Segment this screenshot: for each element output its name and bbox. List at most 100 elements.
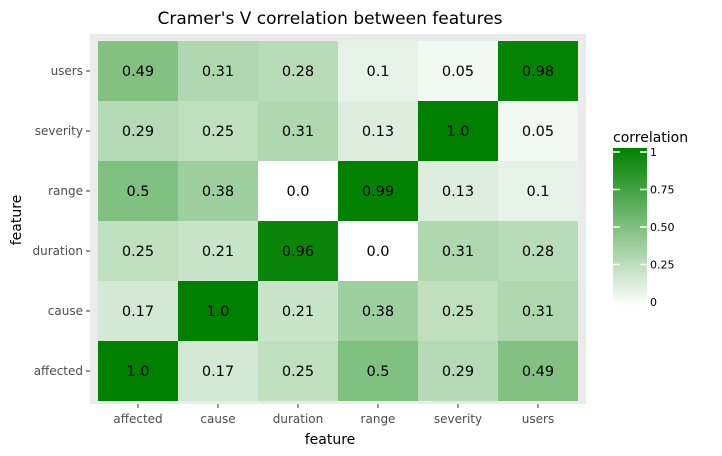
cell-value-label: 0.49 [122,64,154,80]
cell-value-label: 1.0 [126,364,149,380]
legend-title: correlation [613,130,688,146]
heatmap-cell-severity-duration [418,221,498,281]
cell-value-label: 0.98 [522,64,554,80]
heatmap-cell-affected-users [98,41,178,101]
cell-value-label: 0.96 [282,244,314,260]
legend-tick-label: 0.75 [650,184,675,197]
heatmap-cell-range-affected [338,341,418,401]
x-tick-label: range [361,412,396,426]
legend: correlation 0 0.25 0.50 0.75 1 [613,130,688,309]
cell-value-label: 0.05 [522,124,554,140]
cell-value-label: 0.5 [126,184,149,200]
heatmap-cell-affected-severity [98,101,178,161]
cell-value-label: 0.38 [202,184,234,200]
heatmap-cell-severity-cause [418,281,498,341]
cell-value-label: 0.49 [522,364,554,380]
heatmap-cell-users-affected [498,341,578,401]
cell-value-label: 0.13 [442,184,474,200]
heatmap-cell-users-cause [498,281,578,341]
heatmap-cell-range-users [338,41,418,101]
cell-value-label: 0.29 [442,364,474,380]
heatmap-cell-cause-duration [178,221,258,281]
heatmap-cell-range-range [338,161,418,221]
cell-value-label: 0.1 [526,184,549,200]
cell-value-label: 0.13 [362,124,394,140]
heatmap-cell-duration-severity [258,101,338,161]
y-axis-ticks: affected cause duration range severity users [33,64,90,378]
y-tick-label: duration [33,244,84,258]
cell-value-label: 0.31 [282,124,314,140]
cell-value-label: 0.99 [362,184,394,200]
y-tick-label: users [51,64,83,78]
cell-value-label: 0.17 [202,364,234,380]
x-tick-label: duration [273,412,324,426]
cell-value-label: 0.0 [286,184,309,200]
heatmap-cell-affected-duration [98,221,178,281]
y-tick-label: affected [34,364,83,378]
heatmap-cell-range-severity [338,101,418,161]
y-tick-label: cause [48,304,83,318]
heatmap-cells [98,41,578,401]
x-tick-label: cause [200,412,235,426]
heatmap-cell-affected-cause [98,281,178,341]
heatmap-cell-users-range [498,161,578,221]
cell-value-label: 0.25 [202,124,234,140]
heatmap-cell-users-users [498,41,578,101]
heatmap-cell-duration-range [258,161,338,221]
cell-value-label: 1.0 [206,304,229,320]
legend-tick-label: 1 [650,146,657,159]
heatmap-cell-labels: 1.0 0.17 0.25 0.5 0.29 0.49 0.17 1.0 0.21 0.38 0.2… [122,64,554,380]
y-tick-label: severity [35,124,83,138]
y-tick-label: range [48,184,83,198]
heatmap-cell-severity-range [418,161,498,221]
x-axis-ticks: affected cause duration range severity users [113,404,554,426]
heatmap-cell-duration-duration [258,221,338,281]
x-tick-label: affected [113,412,162,426]
legend-tick-label: 0.50 [650,221,675,234]
heatmap-cell-users-severity [498,101,578,161]
heatmap-cell-severity-affected [418,341,498,401]
heatmap-cell-range-cause [338,281,418,341]
heatmap-cell-duration-affected [258,341,338,401]
heatmap-cell-duration-cause [258,281,338,341]
heatmap-cell-severity-users [418,41,498,101]
heatmap-cell-range-duration [338,221,418,281]
cell-value-label: 0.17 [122,304,154,320]
legend-ticks: 0 0.25 0.50 0.75 1 [613,146,675,309]
cell-value-label: 0.28 [282,64,314,80]
cell-value-label: 0.31 [202,64,234,80]
chart-title: Cramer's V correlation between features [157,9,502,29]
cell-value-label: 0.1 [366,64,389,80]
heatmap-cell-cause-affected [178,341,258,401]
heatmap-cell-affected-range [98,161,178,221]
heatmap-cell-cause-cause [178,281,258,341]
heatmap-cell-affected-affected [98,341,178,401]
heatmap-cell-cause-users [178,41,258,101]
x-tick-label: users [522,412,554,426]
cell-value-label: 0.5 [366,364,389,380]
cell-value-label: 0.25 [122,244,154,260]
cell-value-label: 0.05 [442,64,474,80]
cell-value-label: 0.38 [362,304,394,320]
cell-value-label: 0.31 [442,244,474,260]
cell-value-label: 0.31 [522,304,554,320]
cell-value-label: 0.28 [522,244,554,260]
heatmap-cell-users-duration [498,221,578,281]
heatmap-cell-severity-severity [418,101,498,161]
cell-value-label: 0.21 [202,244,234,260]
x-tick-label: severity [434,412,482,426]
cell-value-label: 0.0 [366,244,389,260]
heatmap-cell-cause-range [178,161,258,221]
x-axis-title: feature [305,432,356,448]
y-axis-title: feature [9,195,25,246]
legend-tick-label: 0.25 [650,259,675,272]
cell-value-label: 1.0 [446,124,469,140]
heatmap-cell-cause-severity [178,101,258,161]
cell-value-label: 0.25 [282,364,314,380]
cell-value-label: 0.25 [442,304,474,320]
legend-tick-label: 0 [650,296,657,309]
cell-value-label: 0.21 [282,304,314,320]
heatmap-cell-duration-users [258,41,338,101]
cell-value-label: 0.29 [122,124,154,140]
